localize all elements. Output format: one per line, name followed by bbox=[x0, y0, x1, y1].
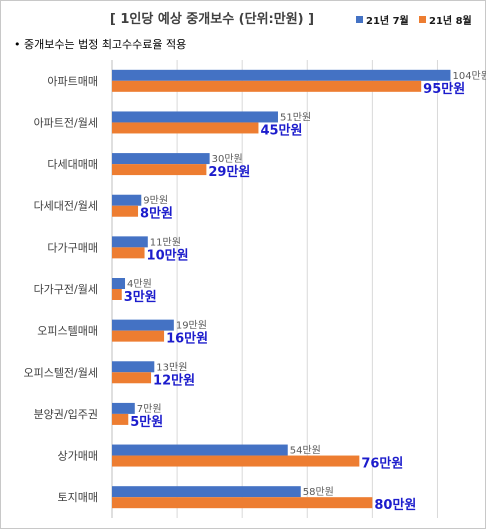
data-label: 80만원 bbox=[374, 497, 416, 513]
data-label: 76만원 bbox=[361, 456, 403, 472]
legend-swatch-aug bbox=[419, 16, 426, 23]
bar bbox=[112, 247, 145, 259]
data-label: 12만원 bbox=[153, 372, 195, 388]
bar bbox=[112, 402, 135, 414]
data-label: 9만원 bbox=[143, 195, 168, 207]
bar bbox=[112, 372, 152, 384]
data-label: 54만원 bbox=[290, 445, 321, 457]
bar bbox=[112, 444, 288, 456]
bar bbox=[112, 111, 278, 123]
bar bbox=[112, 319, 174, 331]
data-label: 19만원 bbox=[176, 320, 207, 332]
category-labels: 아파트매매아파트전/월세다세대매매다세대전/월세다가구매매다가구전/월세오피스텔… bbox=[23, 75, 98, 504]
data-label: 7만원 bbox=[137, 403, 162, 415]
bar bbox=[112, 413, 129, 425]
data-label: 104만원 bbox=[452, 70, 486, 82]
bar bbox=[112, 236, 148, 248]
bar bbox=[112, 278, 126, 289]
legend-label-jul: 21년 7월 bbox=[366, 14, 409, 27]
bar bbox=[112, 330, 165, 342]
bar bbox=[112, 497, 373, 509]
data-label: 29만원 bbox=[208, 164, 250, 180]
data-label: 45만원 bbox=[260, 122, 302, 138]
category-label: 다가구전/월세 bbox=[34, 283, 98, 296]
data-label: 95만원 bbox=[423, 81, 465, 97]
category-label: 아파트전/월세 bbox=[34, 116, 98, 129]
category-label: 분양권/입주권 bbox=[34, 408, 98, 421]
gridlines bbox=[176, 60, 438, 518]
category-label: 오피스텔전/월세 bbox=[23, 366, 98, 379]
bar bbox=[112, 80, 422, 92]
category-label: 오피스텔매매 bbox=[37, 325, 98, 338]
bar bbox=[112, 486, 301, 498]
category-label: 토지매매 bbox=[58, 491, 98, 504]
bar bbox=[112, 455, 360, 467]
legend-label-aug: 21년 8월 bbox=[429, 14, 472, 27]
category-label: 상가매매 bbox=[58, 450, 98, 463]
legend: 21년 7월 21년 8월 bbox=[356, 14, 472, 27]
data-label: 11만원 bbox=[150, 236, 181, 248]
category-label: 다세대매매 bbox=[47, 158, 98, 171]
bar bbox=[112, 122, 259, 134]
chart-note: • 중개보수는 법정 최고수수료율 적용 bbox=[14, 38, 186, 51]
data-label: 5만원 bbox=[130, 414, 163, 430]
data-label: 16만원 bbox=[166, 331, 208, 347]
bar bbox=[112, 289, 122, 300]
bar bbox=[112, 69, 451, 81]
category-label: 다가구매매 bbox=[47, 241, 98, 254]
bar bbox=[112, 153, 210, 165]
legend-swatch-jul bbox=[356, 16, 363, 23]
category-label: 다세대전/월세 bbox=[34, 200, 98, 213]
data-label: 51만원 bbox=[280, 111, 311, 123]
data-label: 30만원 bbox=[212, 153, 243, 165]
data-label: 3만원 bbox=[124, 289, 157, 305]
chart-title: [ 1인당 예상 중개보수 (단위:만원) ] bbox=[110, 11, 314, 27]
data-label: 58만원 bbox=[303, 486, 334, 498]
data-label: 4만원 bbox=[127, 278, 152, 290]
bar bbox=[112, 164, 207, 176]
data-label: 13만원 bbox=[156, 361, 187, 373]
data-label: 8만원 bbox=[140, 206, 173, 222]
bar bbox=[112, 205, 139, 217]
bar bbox=[112, 194, 142, 206]
bar bbox=[112, 361, 155, 373]
bars bbox=[112, 69, 451, 509]
category-label: 아파트매매 bbox=[47, 75, 98, 88]
data-label: 10만원 bbox=[147, 247, 189, 263]
